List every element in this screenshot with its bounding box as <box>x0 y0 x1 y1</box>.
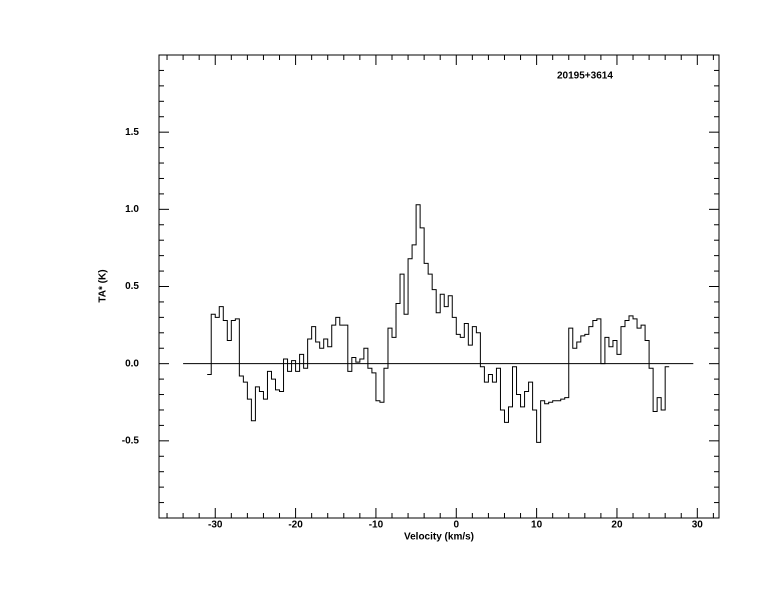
x-tick-label: 20 <box>611 520 623 531</box>
spectrum <box>207 204 670 443</box>
y-axis-label: TA* (K) <box>98 269 109 302</box>
y-tick-label: -0.5 <box>122 435 140 446</box>
y-tick-label: 1.5 <box>125 127 139 138</box>
annotation: 20195+3614 <box>557 71 613 82</box>
x-axis-label: Velocity (km/s) <box>404 532 474 543</box>
plot-frame <box>158 54 720 519</box>
x-tick-label: 30 <box>692 520 704 531</box>
x-tick-label: -20 <box>288 520 303 531</box>
x-tick-label: -10 <box>369 520 384 531</box>
y-tick-label: 0.5 <box>125 281 139 292</box>
x-tick-label: -30 <box>208 520 223 531</box>
y-tick-label: 0.0 <box>125 358 139 369</box>
y-tick-label: 1.0 <box>125 204 139 215</box>
x-tick-label: 10 <box>531 520 543 531</box>
x-tick-label: 0 <box>453 520 459 531</box>
